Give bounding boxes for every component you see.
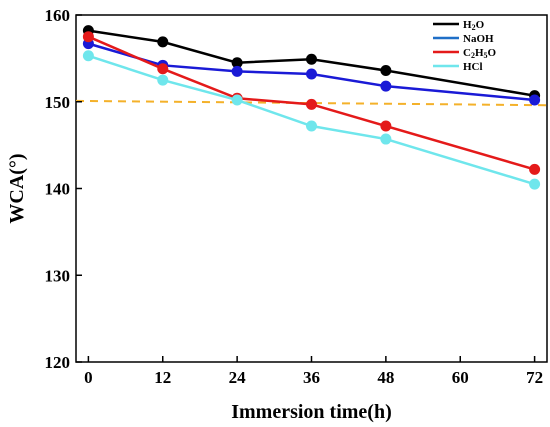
x-tick-label: 36 <box>303 368 320 387</box>
y-tick-label: 120 <box>45 353 71 372</box>
data-point <box>306 120 317 132</box>
legend-label: NaOH <box>463 33 494 45</box>
data-point <box>380 133 392 145</box>
data-point <box>231 94 243 106</box>
y-tick-label: 160 <box>45 6 71 25</box>
data-point <box>380 120 392 132</box>
y-tick-label: 140 <box>45 180 71 199</box>
x-tick-label: 0 <box>84 368 93 387</box>
data-point <box>231 57 243 69</box>
reference-line <box>75 99 548 107</box>
x-tick-label: 72 <box>526 368 543 387</box>
series-hcl <box>82 50 541 190</box>
x-axis-title: Immersion time(h) <box>231 401 392 423</box>
y-tick-label: 130 <box>45 266 71 285</box>
data-point <box>157 63 169 75</box>
legend-label: H2O <box>463 19 485 32</box>
y-axis-title: WCA(°) <box>6 153 28 223</box>
data-point <box>380 65 392 77</box>
reference-line-layer <box>75 99 548 107</box>
x-tick-label: 48 <box>377 368 394 387</box>
data-point <box>82 50 94 62</box>
data-point <box>529 94 541 106</box>
data-point <box>157 74 169 86</box>
data-point <box>231 65 243 77</box>
y-tick-label: 150 <box>45 93 71 112</box>
series-line <box>88 42 535 102</box>
series-line <box>88 29 535 97</box>
data-point <box>306 53 317 65</box>
legend-label: C2H5O <box>463 47 497 60</box>
data-point <box>529 163 541 175</box>
data-point <box>306 98 317 110</box>
data-point <box>380 80 392 92</box>
data-point <box>157 36 169 48</box>
series-layer <box>82 25 541 190</box>
series-line <box>87 35 535 171</box>
x-tick-label: 24 <box>229 368 247 387</box>
axis-layer: 0 12 24 36 48 60 72 120 130 140 150 160 <box>45 6 544 387</box>
data-point <box>529 178 541 190</box>
x-tick-label: 60 <box>452 368 469 387</box>
data-point <box>82 31 94 43</box>
series-line <box>88 54 535 186</box>
legend-label: HCl <box>463 61 483 73</box>
data-point <box>306 68 317 80</box>
x-tick-label: 12 <box>154 368 171 387</box>
